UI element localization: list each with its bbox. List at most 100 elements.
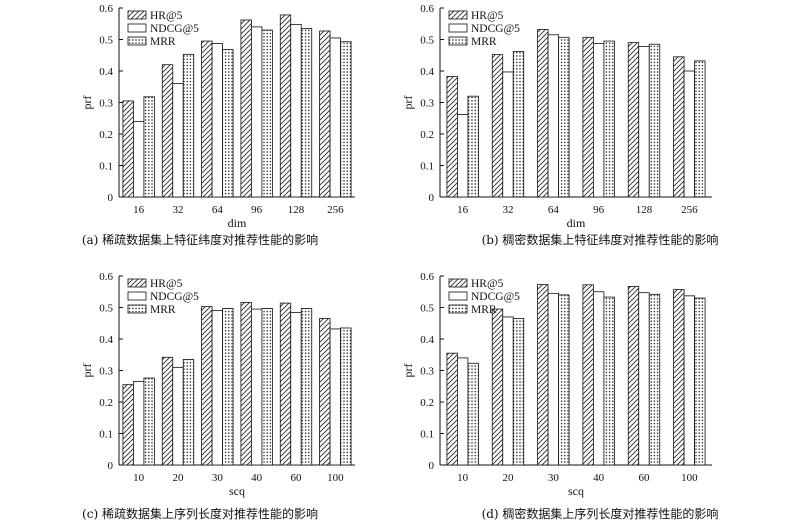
chart-d-plot: 0 0.1 0.2 0.3 0.4 0.5 0.6 10 20 30 40 60 100 scq prf HR… [401, 271, 712, 498]
y-tick-label: 0.2 [99, 397, 113, 409]
y-tick-label: 0.5 [420, 303, 434, 315]
y-tick-label: 0.1 [99, 429, 113, 441]
legend-swatch [448, 304, 468, 314]
chart-c-plot: 0 0.1 0.2 0.3 0.4 0.5 0.6 10 20 30 40 60 100 scq prf HR… [80, 271, 355, 498]
bar-mrr-64 [558, 36, 570, 198]
x-tick-label: 32 [173, 204, 184, 216]
y-tick-label: 0.1 [420, 429, 434, 441]
bar-hr5-20 [491, 308, 504, 466]
bar-ndcg5-20 [502, 316, 514, 466]
bar-hr5-40 [582, 284, 594, 466]
legend-label: HR@5 [471, 10, 504, 22]
chart-panel-b: 0 0.1 0.2 0.3 0.4 0.5 0.6 16 32 64 96 128 256 dim prf H… [400, 0, 800, 262]
bar-mrr-10 [467, 362, 479, 466]
y-tick-label: 0 [429, 460, 435, 472]
x-tick-label: 100 [327, 472, 344, 484]
legend-swatch [448, 278, 468, 288]
bar-hr5-64 [537, 29, 549, 198]
y-axis-label: prf [401, 96, 415, 110]
x-tick-label: 128 [288, 204, 305, 216]
y-tick-label: 0.4 [420, 66, 434, 78]
x-tick-label: 40 [251, 472, 263, 484]
chart-panel-d: 0 0.1 0.2 0.3 0.4 0.5 0.6 10 20 30 40 60 100 scq prf HR… [400, 262, 800, 524]
bar-ndcg5-16 [133, 121, 145, 198]
bar-ndcg5-32 [172, 83, 184, 198]
legend-swatch [127, 304, 147, 314]
bar-ndcg5-128 [290, 23, 302, 198]
bar-ndcg5-100 [329, 328, 341, 466]
y-tick-label: 0 [108, 460, 114, 472]
x-tick-label: 96 [251, 204, 263, 216]
bar-ndcg5-30 [547, 292, 559, 466]
y-tick-label: 0.6 [420, 3, 434, 15]
y-tick-label: 0.2 [99, 129, 113, 141]
bar-hr5-256 [319, 30, 331, 198]
bar-hr5-96 [582, 36, 594, 198]
y-tick-label: 0.1 [420, 161, 434, 173]
bar-ndcg5-256 [683, 70, 695, 198]
legend-swatch [127, 36, 147, 46]
bar-mrr-10 [143, 377, 155, 466]
y-axis-label: prf [401, 364, 415, 378]
bar-hr5-100 [319, 318, 331, 466]
bar-ndcg5-20 [172, 366, 184, 466]
chart-a-caption: (a) 稀疏数据集上特征纬度对推荐性能的影响 [81, 233, 319, 247]
x-tick-label: 60 [639, 472, 651, 484]
bar-hr5-60 [627, 285, 640, 466]
legend-label: NDCG@5 [471, 291, 520, 303]
bar-ndcg5-30 [211, 310, 223, 466]
y-axis-label: prf [80, 96, 94, 110]
x-tick-label: 40 [593, 472, 605, 484]
bar-mrr-32 [512, 51, 525, 198]
bar-ndcg5-10 [133, 381, 145, 466]
bar-ndcg5-40 [251, 308, 263, 466]
bar-ndcg5-10 [457, 357, 469, 466]
legend-swatch [448, 36, 468, 46]
bar-hr5-10 [122, 384, 134, 466]
bar-mrr-60 [648, 293, 661, 466]
bar-hr5-30 [537, 284, 549, 466]
bar-mrr-20 [512, 318, 525, 466]
legend-label: MRR [471, 36, 497, 48]
bar-ndcg5-32 [502, 71, 514, 198]
y-tick-label: 0.6 [420, 271, 434, 283]
legend-swatch [127, 23, 147, 33]
bar-hr5-40 [240, 302, 252, 466]
y-tick-label: 0.1 [99, 161, 113, 173]
bar-hr5-32 [161, 64, 174, 198]
bar-mrr-96 [261, 29, 273, 198]
y-tick-label: 0.3 [99, 98, 113, 110]
legend-label: NDCG@5 [150, 291, 199, 303]
bar-hr5-10 [446, 352, 458, 466]
legend-swatch [127, 10, 147, 20]
bar-mrr-40 [603, 296, 615, 466]
x-tick-label: 64 [548, 204, 560, 216]
bar-hr5-64 [201, 40, 213, 198]
chart-panel-a: 0 0.1 0.2 0.3 0.4 0.5 0.6 16 32 64 96 128 256 dim prf H… [0, 0, 400, 262]
bar-hr5-128 [627, 42, 640, 198]
legend-label: MRR [150, 304, 176, 316]
x-tick-label: 96 [593, 204, 605, 216]
bar-hr5-20 [161, 356, 174, 466]
legend-label: MRR [150, 36, 176, 48]
legend-swatch [448, 291, 468, 301]
bar-ndcg5-96 [593, 43, 605, 198]
bar-mrr-128 [648, 43, 661, 198]
bar-hr5-100 [673, 289, 685, 466]
bar-mrr-32 [182, 53, 195, 198]
legend-label: HR@5 [150, 10, 183, 22]
legend-swatch [448, 10, 468, 20]
bar-mrr-16 [143, 96, 155, 198]
y-tick-label: 0.2 [420, 129, 434, 141]
chart-c-caption: (c) 稀疏数据集上序列长度对推荐性能的影响 [82, 507, 318, 521]
bar-mrr-100 [694, 297, 706, 466]
x-tick-label: 256 [681, 204, 698, 216]
x-tick-label: 128 [636, 204, 653, 216]
bar-hr5-96 [240, 19, 252, 198]
bar-ndcg5-64 [547, 34, 559, 198]
bar-hr5-30 [201, 306, 213, 466]
y-axis-label: prf [80, 364, 94, 378]
bar-hr5-16 [446, 75, 458, 198]
x-tick-label: 10 [457, 472, 469, 484]
bar-mrr-96 [603, 40, 615, 198]
